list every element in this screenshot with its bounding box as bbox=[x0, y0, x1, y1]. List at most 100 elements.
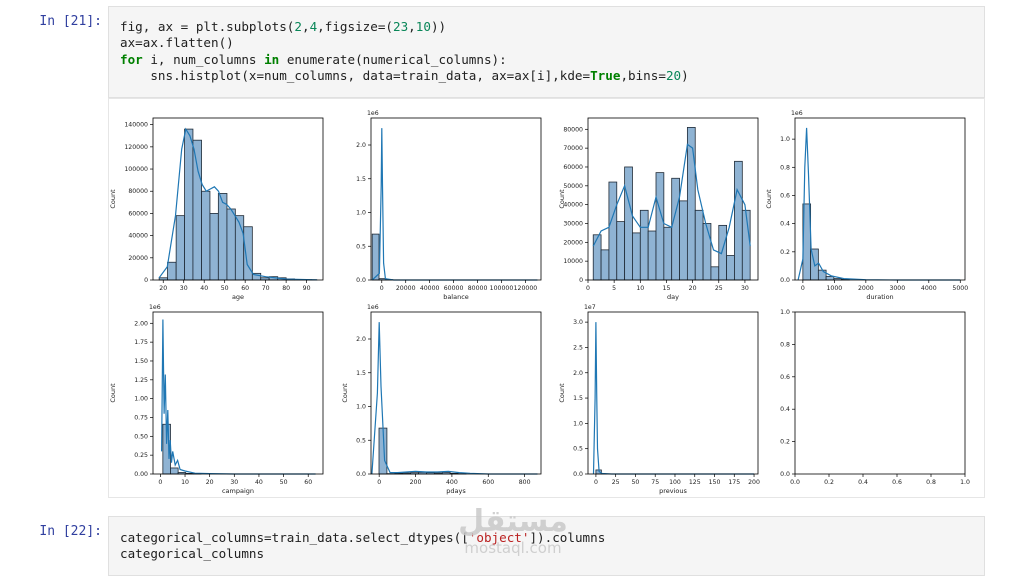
histogram-bar bbox=[639, 209, 649, 281]
x-tick-label: 2000 bbox=[858, 285, 874, 292]
code-cell[interactable]: categorical_columns=train_data.select_dt… bbox=[108, 516, 985, 576]
histogram-bar bbox=[217, 193, 228, 281]
code-line: ax=ax.flatten() bbox=[120, 35, 234, 51]
x-tick-label: 100000 bbox=[490, 285, 514, 292]
x-tick-label: 1.0 bbox=[960, 479, 970, 486]
cell-prompt: In [22]: bbox=[39, 524, 102, 539]
histogram-bar bbox=[726, 255, 735, 281]
x-axis-label: age bbox=[232, 293, 244, 301]
histogram-bar bbox=[679, 200, 688, 281]
y-tick-label: 20000 bbox=[128, 255, 148, 262]
x-tick-label: 150 bbox=[709, 479, 721, 486]
x-tick-label: 90 bbox=[303, 285, 311, 292]
y-tick-label: 0.0 bbox=[780, 471, 790, 478]
kde-line bbox=[592, 322, 754, 475]
axes-frame bbox=[152, 117, 324, 281]
histogram-bar bbox=[201, 190, 211, 281]
kde-line bbox=[797, 127, 961, 281]
axes-frame bbox=[152, 311, 324, 475]
y-tick-label: 60000 bbox=[563, 164, 583, 171]
y-tick-label: 0.4 bbox=[780, 221, 790, 228]
x-axis-label: balance bbox=[443, 293, 469, 301]
x-tick-label: 30 bbox=[180, 285, 188, 292]
kde-line bbox=[161, 319, 316, 475]
axis-offset-label: 1e6 bbox=[367, 304, 379, 311]
x-tick-label: 0.0 bbox=[790, 479, 800, 486]
x-tick-label: 20 bbox=[206, 479, 214, 486]
y-axis-label: Count bbox=[341, 383, 349, 403]
code-editor[interactable]: categorical_columns=train_data.select_dt… bbox=[120, 530, 605, 563]
x-tick-label: 0.4 bbox=[858, 479, 868, 486]
watermark-latin: mostaql.com bbox=[464, 539, 562, 557]
y-tick-label: 0.0 bbox=[356, 471, 366, 478]
x-tick-label: 80 bbox=[282, 285, 290, 292]
y-tick-label: 0 bbox=[579, 277, 583, 284]
histogram-bar bbox=[600, 249, 610, 281]
y-tick-label: 0.75 bbox=[134, 414, 148, 421]
histogram-bar bbox=[702, 223, 712, 281]
y-tick-label: 2.5 bbox=[573, 344, 583, 351]
kde-line bbox=[158, 127, 317, 281]
histogram-bar bbox=[624, 166, 633, 281]
x-tick-label: 800 bbox=[519, 479, 531, 486]
histogram-bar bbox=[694, 209, 704, 281]
x-tick-label: 5000 bbox=[952, 285, 968, 292]
y-tick-label: 120000 bbox=[124, 144, 148, 151]
y-tick-label: 80000 bbox=[128, 188, 148, 195]
x-tick-label: 70 bbox=[262, 285, 270, 292]
y-tick-label: 1.0 bbox=[780, 136, 790, 143]
x-tick-label: 0 bbox=[594, 479, 598, 486]
y-tick-label: 3.0 bbox=[573, 319, 583, 326]
y-tick-label: 0.5 bbox=[573, 446, 583, 453]
y-tick-label: 0.0 bbox=[356, 277, 366, 284]
y-tick-label: 60000 bbox=[128, 210, 148, 217]
axes-frame bbox=[794, 311, 966, 475]
y-tick-label: 1.0 bbox=[356, 404, 366, 411]
x-axis-label: pdays bbox=[446, 487, 466, 495]
y-tick-label: 30000 bbox=[563, 220, 583, 227]
y-tick-label: 40000 bbox=[128, 233, 148, 240]
axis-offset-label: 1e6 bbox=[149, 304, 161, 311]
x-tick-label: 25 bbox=[612, 479, 620, 486]
y-axis-label: Count bbox=[558, 189, 566, 209]
x-tick-label: 175 bbox=[728, 479, 740, 486]
y-tick-label: 0.0 bbox=[573, 471, 583, 478]
x-tick-label: 3000 bbox=[889, 285, 905, 292]
subplot-empty: 0.0 0.2 0.4 0.6 0.8 1.0 0.0 0.2 0.4 0.6 0.8 1.0 bbox=[780, 309, 970, 486]
x-tick-label: 15 bbox=[663, 285, 671, 292]
y-tick-label: 1.0 bbox=[573, 420, 583, 427]
x-tick-label: 0.2 bbox=[824, 479, 834, 486]
y-tick-label: 100000 bbox=[124, 166, 148, 173]
y-tick-label: 0.8 bbox=[780, 164, 790, 171]
subplot-pdays: 0 200 400 600 800 0.0 0.5 1.0 1.5 2.0 pdays Count 1e… bbox=[341, 304, 542, 495]
histogram-bar bbox=[226, 208, 236, 281]
histogram-bar bbox=[741, 209, 751, 281]
histogram-bar bbox=[608, 181, 618, 281]
y-tick-label: 1.00 bbox=[134, 396, 148, 403]
y-axis-label: Count bbox=[109, 189, 117, 209]
kde-line bbox=[371, 128, 538, 281]
kde-line bbox=[371, 322, 538, 475]
code-cell[interactable]: fig, ax = plt.subplots(2,4,figsize=(23,1… bbox=[108, 6, 985, 98]
y-tick-label: 0.6 bbox=[780, 374, 790, 381]
histogram-bar bbox=[209, 213, 219, 281]
x-tick-label: 10 bbox=[636, 285, 644, 292]
x-tick-label: 600 bbox=[482, 479, 494, 486]
axes-frame bbox=[794, 117, 966, 281]
y-tick-label: 0.25 bbox=[134, 452, 148, 459]
axis-offset-label: 1e7 bbox=[584, 304, 596, 311]
x-tick-label: 40 bbox=[200, 285, 208, 292]
x-tick-label: 50 bbox=[221, 285, 229, 292]
y-tick-label: 0.50 bbox=[134, 433, 148, 440]
axes-frame bbox=[587, 311, 759, 475]
x-tick-label: 60 bbox=[304, 479, 312, 486]
code-editor[interactable]: fig, ax = plt.subplots(2,4,figsize=(23,1… bbox=[120, 19, 689, 84]
x-tick-label: 60000 bbox=[444, 285, 464, 292]
x-tick-label: 100 bbox=[669, 479, 681, 486]
y-tick-label: 140000 bbox=[124, 122, 148, 129]
histogram-bar bbox=[671, 177, 680, 281]
x-tick-label: 0.6 bbox=[892, 479, 902, 486]
y-tick-label: 0.4 bbox=[780, 406, 790, 413]
y-tick-label: 1.0 bbox=[356, 210, 366, 217]
y-tick-label: 1.25 bbox=[134, 377, 148, 384]
